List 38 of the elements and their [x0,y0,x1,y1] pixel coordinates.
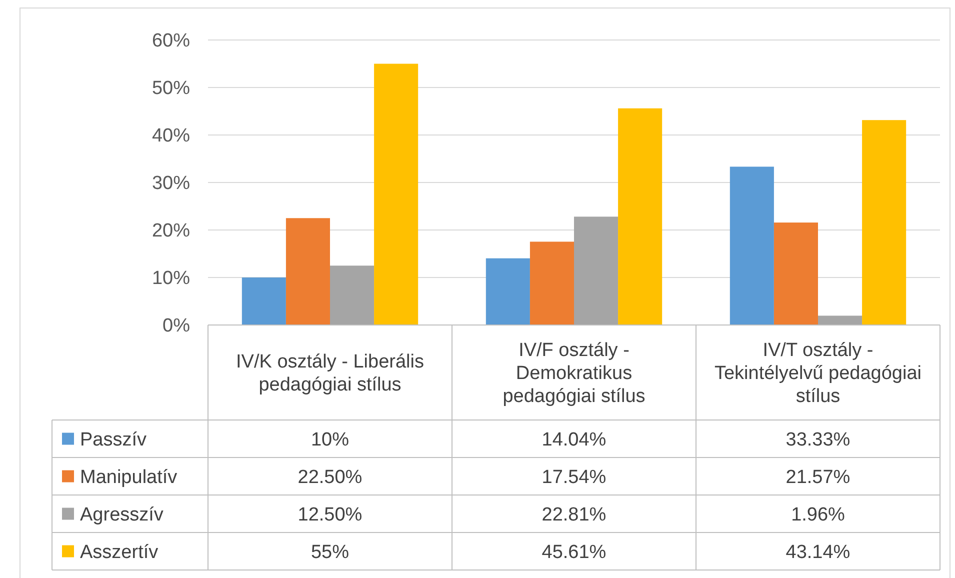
bar [818,316,862,325]
data-label: 1.96% [791,504,846,526]
bar [242,278,286,325]
bar [286,218,330,325]
y-tick-label: 50% [152,78,190,100]
bar [486,258,530,325]
bar [374,64,418,325]
legend-label: Asszertív [80,542,159,563]
data-label: 45.61% [542,542,606,563]
bar [774,222,818,325]
y-tick-label: 60% [152,30,190,52]
legend-label: Agresszív [80,504,164,526]
y-tick-label: 40% [152,126,190,147]
data-label: 22.81% [542,504,606,526]
data-label: 33.33% [786,429,850,450]
y-tick-label: 20% [152,220,190,242]
y-tick-label: 30% [152,173,190,194]
data-label: 17.54% [542,466,606,488]
bar [862,120,906,325]
data-label: 43.14% [786,542,850,563]
bar [530,242,574,325]
data-label: 21.57% [786,466,850,488]
bar [730,166,774,325]
bar [330,266,374,325]
data-label: 22.50% [298,466,362,488]
y-tick-label: 0% [162,316,190,337]
bar [618,108,662,325]
x-tick-label: IV/F osztály - Demokratikus pedagógiai stílus [502,340,646,408]
data-label: 55% [310,542,350,563]
data-label: 14.04% [542,429,606,450]
legend-label: Manipulatív [80,466,178,488]
legend-label: Passzív [80,429,148,450]
x-tick-label: IV/T osztály - Tekintélyelvű pedagógiai stílus [714,340,922,408]
bar [574,216,618,325]
data-label: 12.50% [298,504,362,526]
y-tick-label: 10% [152,268,190,290]
data-label: 10% [310,429,350,450]
x-tick-label: IV/K osztály - Liberális pedagógiai stílus [236,352,424,396]
